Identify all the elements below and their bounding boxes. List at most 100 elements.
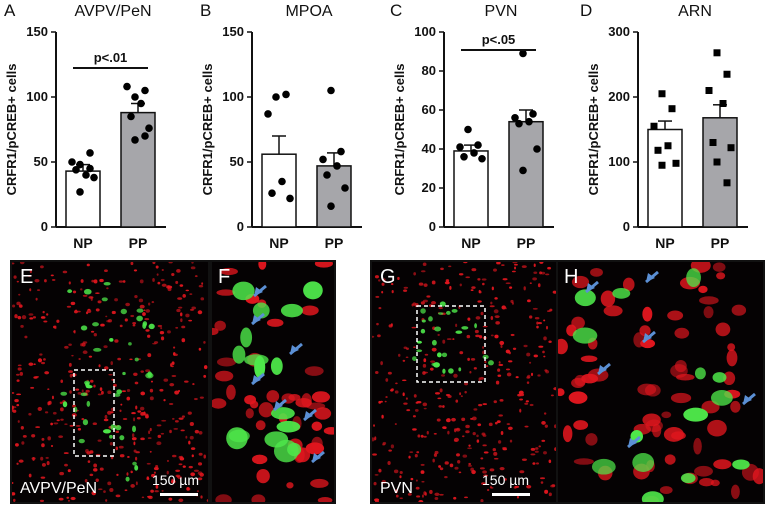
red-cell — [553, 387, 556, 391]
red-cell — [16, 403, 20, 407]
red-cell — [145, 369, 151, 373]
red-cell — [12, 392, 15, 394]
red-cell — [377, 334, 381, 338]
red-cell — [169, 429, 172, 434]
red-cell — [28, 362, 34, 366]
red-cell — [56, 319, 60, 323]
red-cell — [470, 358, 476, 361]
red-cell — [499, 340, 505, 346]
red-cell — [91, 279, 95, 283]
red-cell — [526, 485, 532, 489]
chart-2-data-point — [278, 177, 286, 186]
chart-2-panel-letter: B — [200, 1, 211, 20]
red-cell — [443, 426, 447, 430]
red-cell — [460, 395, 463, 398]
red-cell — [295, 398, 312, 408]
red-cell — [378, 400, 382, 404]
green-cell — [416, 349, 423, 353]
red-cell — [134, 381, 139, 385]
red-cell — [490, 301, 493, 305]
red-cell — [459, 392, 462, 396]
chart-2-data-point — [282, 90, 290, 99]
red-cell — [70, 301, 76, 306]
red-cell — [461, 435, 465, 438]
red-cell — [467, 447, 472, 450]
red-cell — [535, 462, 540, 465]
red-cell — [548, 340, 552, 343]
green-cell — [591, 458, 616, 475]
red-cell — [493, 451, 498, 456]
red-cell — [571, 275, 590, 289]
red-cell — [394, 423, 397, 425]
green-cell — [115, 425, 122, 431]
red-cell — [174, 420, 179, 423]
red-cell — [423, 371, 428, 374]
red-cell — [144, 318, 150, 321]
micrograph-g-scale-label: 150 µm — [482, 472, 529, 488]
red-cell — [558, 388, 565, 397]
green-cell — [710, 390, 733, 406]
red-cell — [48, 400, 52, 405]
red-cell — [505, 349, 511, 354]
green-cell — [420, 308, 426, 314]
red-cell — [40, 361, 46, 365]
red-cell — [399, 497, 403, 500]
red-cell — [60, 418, 64, 421]
red-cell — [433, 432, 437, 435]
red-cell — [482, 282, 485, 286]
red-cell — [439, 388, 443, 393]
red-cell — [519, 470, 525, 474]
chart-2-ytick-label: 100 — [222, 89, 244, 104]
red-cell — [670, 392, 692, 404]
red-cell — [95, 292, 100, 295]
red-cell — [181, 338, 186, 343]
red-cell — [505, 368, 511, 371]
red-cell — [142, 312, 146, 316]
red-cell — [471, 469, 476, 475]
red-cell — [68, 343, 72, 346]
red-cell — [147, 353, 152, 358]
red-cell — [422, 262, 427, 266]
red-cell — [136, 416, 141, 420]
red-cell — [109, 441, 113, 446]
red-cell — [115, 494, 121, 498]
green-cell — [448, 368, 454, 374]
red-cell — [713, 459, 732, 470]
green-cell — [232, 345, 246, 364]
green-cell — [412, 356, 417, 361]
red-cell — [501, 305, 506, 310]
red-cell — [388, 449, 392, 452]
red-cell — [395, 494, 399, 498]
red-cell — [378, 468, 382, 473]
chart-1-title: AVPV/PeN — [74, 3, 151, 20]
red-cell — [143, 411, 146, 416]
red-cell — [414, 408, 419, 412]
red-cell — [93, 463, 98, 468]
red-cell — [139, 279, 144, 284]
red-cell — [193, 469, 199, 472]
bar-charts: A AVPV/PeN CRFR1/pCREB+ cells 0 50 100 150 NP PP… — [4, 1, 748, 251]
red-cell — [110, 411, 114, 414]
green-cell — [680, 473, 696, 484]
red-cell — [461, 417, 466, 422]
red-cell — [387, 461, 391, 466]
red-cell — [301, 305, 319, 316]
red-cell — [452, 338, 455, 341]
red-cell — [266, 318, 284, 327]
chart-3-ytick-label: 20 — [422, 180, 436, 195]
green-cell — [119, 435, 125, 441]
red-cell — [139, 304, 145, 309]
green-cell — [270, 357, 283, 375]
red-cell — [667, 310, 684, 321]
red-cell — [434, 497, 439, 501]
red-cell — [114, 298, 118, 302]
red-cell — [18, 293, 21, 296]
red-cell — [693, 437, 702, 455]
red-cell — [182, 293, 186, 298]
red-cell — [192, 383, 195, 386]
red-cell — [374, 498, 380, 502]
red-cell — [199, 396, 204, 399]
green-cell — [712, 372, 727, 383]
red-cell — [394, 390, 399, 394]
red-cell — [51, 395, 54, 400]
